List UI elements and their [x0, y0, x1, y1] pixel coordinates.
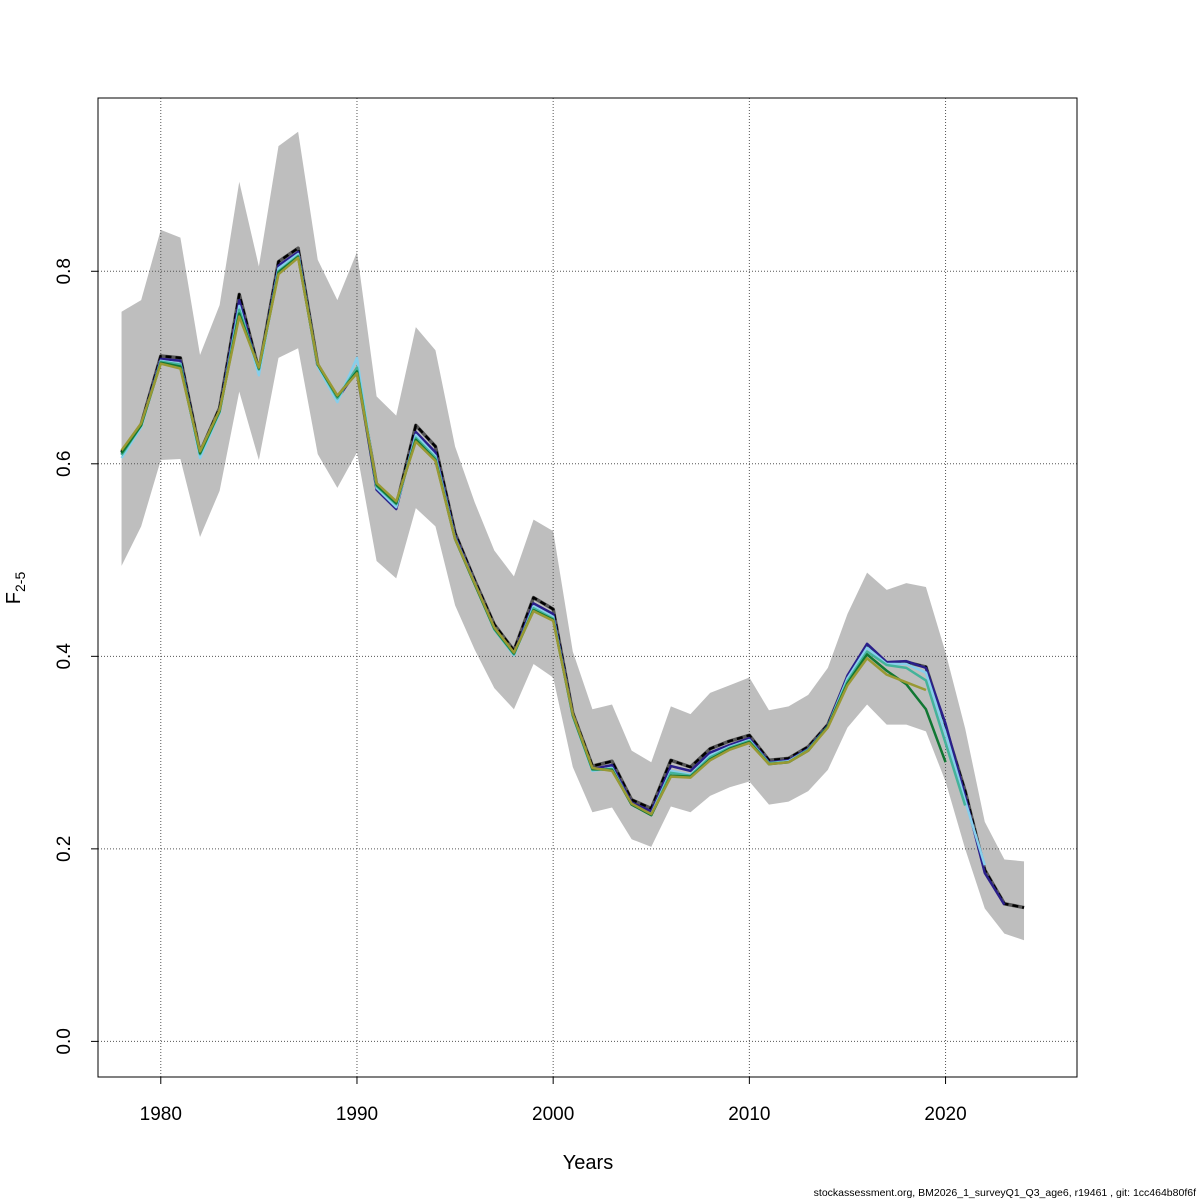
y-tick-label: 0.4: [54, 643, 75, 670]
series-lines: [120, 246, 1025, 910]
confidence-band: [121, 131, 1025, 941]
x-tick-label: 2000: [532, 1104, 574, 1125]
x-tick-label: 1980: [140, 1104, 182, 1125]
x-axis-title: Years: [563, 1152, 613, 1174]
y-tick-label: 0.0: [54, 1028, 75, 1054]
y-axis: 0.0 0.2 0.4 0.6 0.8: [54, 258, 98, 1055]
x-tick-label: 2010: [728, 1104, 770, 1125]
confidence-band-layer: [121, 131, 1025, 941]
y-tick-label: 0.8: [54, 258, 75, 284]
y-axis-title: F2-5: [3, 572, 28, 605]
y-axis-title-main: F: [3, 592, 25, 604]
x-axis: 1980 1990 2000 2010 2020: [140, 1077, 967, 1125]
footer-caption: stockassessment.org, BM2026_1_surveyQ1_Q…: [814, 1187, 1196, 1199]
series-line-peel-5: [120, 256, 927, 816]
y-axis-title-subscript: 2-5: [12, 572, 28, 592]
x-tick-label: 2020: [924, 1104, 966, 1125]
y-tick-label: 0.2: [54, 836, 75, 862]
y-tick-label: 0.6: [54, 451, 75, 477]
plot-frame: [97, 97, 1078, 1078]
x-tick-label: 1990: [336, 1104, 378, 1125]
gridlines: [98, 98, 1077, 1077]
